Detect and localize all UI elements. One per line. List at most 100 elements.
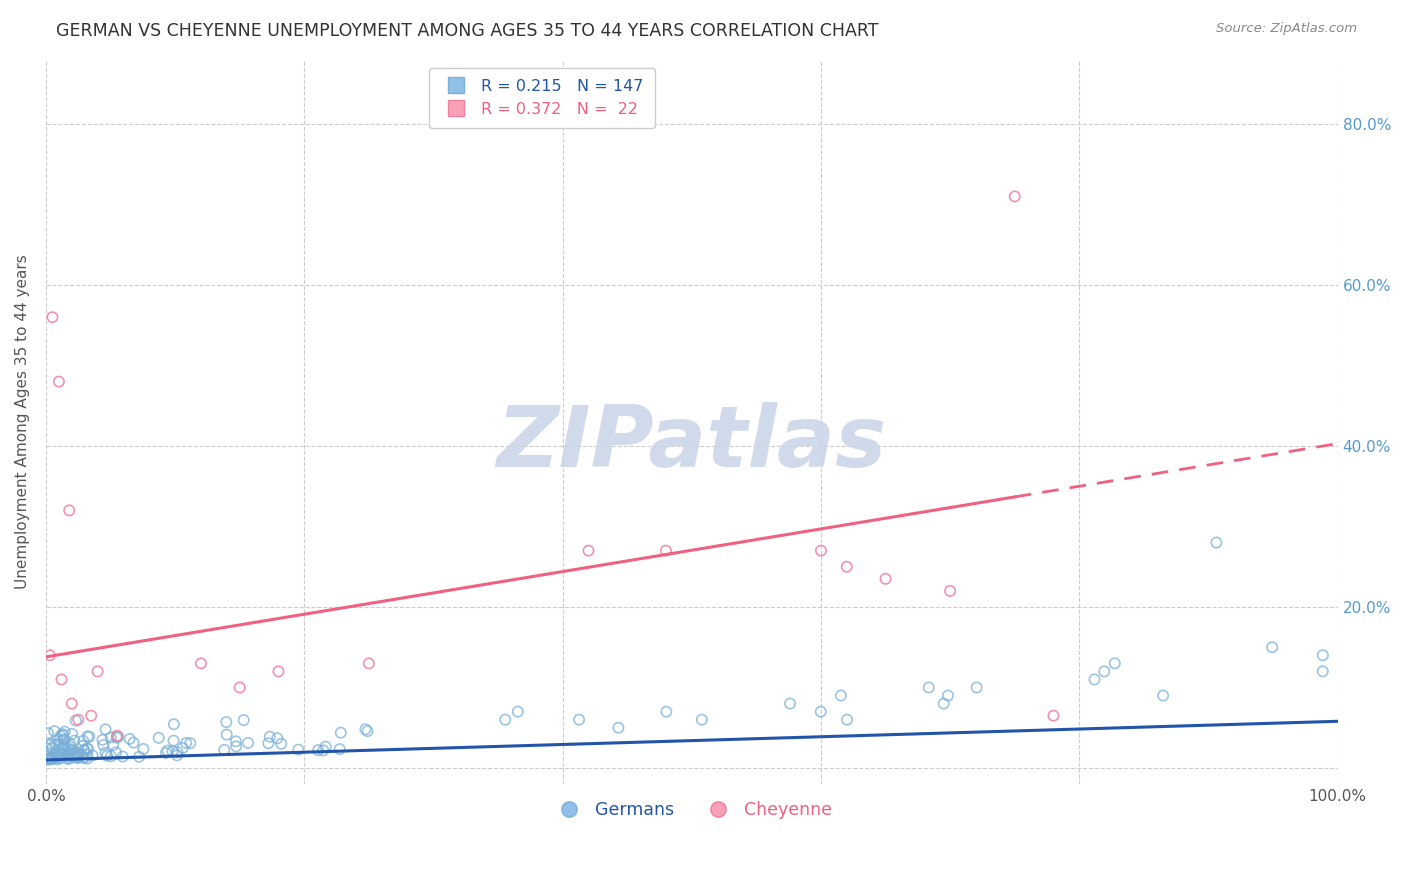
Point xyxy=(835,713,858,727)
Point xyxy=(60,742,83,756)
Point xyxy=(232,713,254,727)
Point xyxy=(67,713,90,727)
Point xyxy=(932,697,955,711)
Point xyxy=(96,748,118,763)
Point xyxy=(104,745,127,759)
Point xyxy=(44,747,66,762)
Point xyxy=(100,731,122,745)
Point xyxy=(56,749,79,764)
Point xyxy=(48,747,70,761)
Text: Source: ZipAtlas.com: Source: ZipAtlas.com xyxy=(1216,22,1357,36)
Point xyxy=(94,723,117,737)
Point xyxy=(128,749,150,764)
Point xyxy=(810,705,832,719)
Point xyxy=(39,738,62,752)
Point xyxy=(52,733,75,747)
Point xyxy=(65,749,87,764)
Point xyxy=(1312,665,1334,679)
Point xyxy=(76,730,98,744)
Point xyxy=(779,697,801,711)
Point xyxy=(287,742,309,756)
Point xyxy=(1312,648,1334,663)
Point xyxy=(94,746,117,760)
Point xyxy=(51,673,73,687)
Point xyxy=(166,748,188,763)
Legend: Germans, Cheyenne: Germans, Cheyenne xyxy=(546,794,839,826)
Point xyxy=(72,750,94,764)
Point xyxy=(354,723,377,737)
Point xyxy=(1004,189,1026,203)
Point xyxy=(45,750,67,764)
Point xyxy=(48,744,70,758)
Point xyxy=(48,747,70,762)
Point xyxy=(132,742,155,756)
Point xyxy=(86,665,108,679)
Point xyxy=(62,750,84,764)
Point xyxy=(357,657,380,671)
Point xyxy=(58,746,80,760)
Point xyxy=(53,732,76,747)
Point xyxy=(312,743,335,757)
Point xyxy=(51,741,73,756)
Point xyxy=(73,743,96,757)
Point xyxy=(91,738,114,752)
Point xyxy=(38,752,60,766)
Point xyxy=(356,724,378,739)
Point xyxy=(46,750,69,764)
Point xyxy=(48,738,70,752)
Point xyxy=(49,751,72,765)
Point xyxy=(939,583,962,598)
Point xyxy=(155,746,177,760)
Point xyxy=(212,743,235,757)
Point xyxy=(52,739,75,753)
Point xyxy=(329,742,352,756)
Point xyxy=(60,697,83,711)
Point xyxy=(1261,640,1284,655)
Point xyxy=(77,742,100,756)
Point xyxy=(607,721,630,735)
Point xyxy=(51,747,73,761)
Point xyxy=(59,744,82,758)
Point xyxy=(52,732,75,747)
Point xyxy=(77,730,100,744)
Point xyxy=(46,732,69,747)
Point xyxy=(156,744,179,758)
Point xyxy=(1042,708,1064,723)
Point xyxy=(236,736,259,750)
Point xyxy=(65,746,87,760)
Point xyxy=(655,705,678,719)
Point xyxy=(810,543,832,558)
Point xyxy=(329,725,352,739)
Point xyxy=(46,747,69,761)
Point xyxy=(38,752,60,766)
Point xyxy=(73,743,96,757)
Point xyxy=(70,747,93,761)
Point xyxy=(225,739,247,754)
Point xyxy=(58,503,80,517)
Point xyxy=(37,726,59,740)
Point xyxy=(76,751,98,765)
Point xyxy=(42,752,65,766)
Point xyxy=(72,733,94,747)
Point xyxy=(60,744,83,758)
Point xyxy=(1083,673,1105,687)
Point xyxy=(41,741,63,756)
Point xyxy=(51,727,73,741)
Point xyxy=(37,741,59,756)
Point xyxy=(76,741,98,756)
Point xyxy=(172,740,194,755)
Point xyxy=(63,748,86,763)
Point xyxy=(215,728,238,742)
Point xyxy=(267,665,290,679)
Point xyxy=(44,724,66,739)
Point xyxy=(58,752,80,766)
Point xyxy=(494,713,516,727)
Point xyxy=(875,572,897,586)
Point xyxy=(228,681,250,695)
Point xyxy=(103,738,125,752)
Point xyxy=(266,731,288,746)
Point xyxy=(38,648,60,663)
Point xyxy=(52,740,75,755)
Point xyxy=(44,738,66,752)
Point xyxy=(190,657,212,671)
